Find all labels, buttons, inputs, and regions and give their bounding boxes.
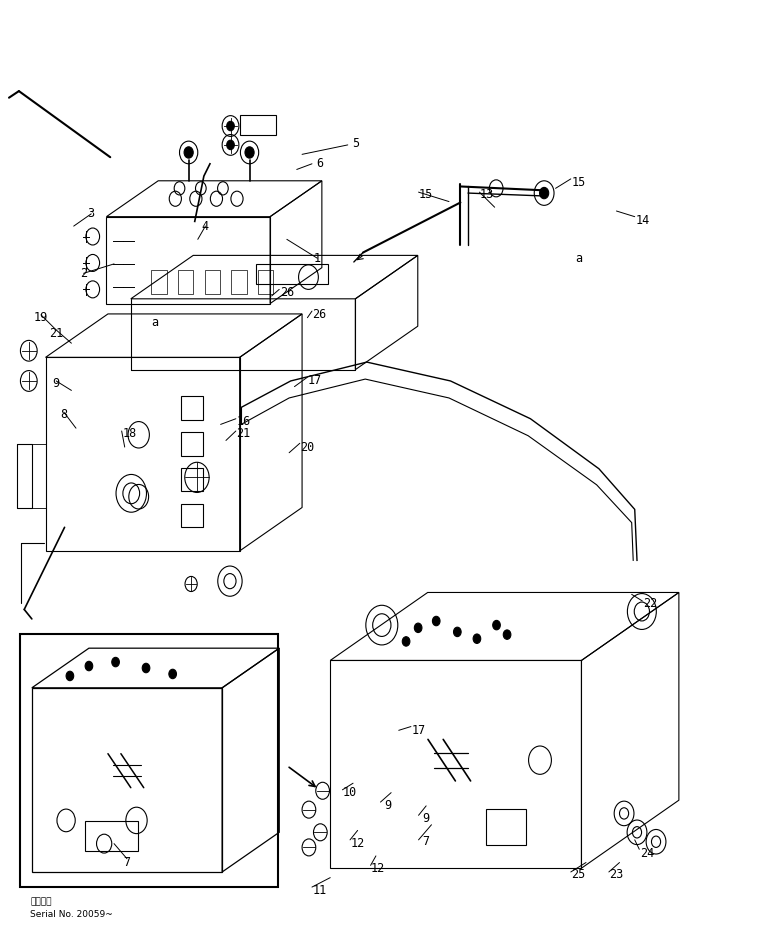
- Bar: [17, 444, 32, 509]
- Bar: [181, 432, 202, 456]
- Text: 17: 17: [411, 724, 426, 737]
- Circle shape: [414, 623, 422, 633]
- Text: 9: 9: [53, 377, 60, 390]
- Text: 23: 23: [610, 868, 623, 882]
- Bar: [85, 821, 138, 851]
- Bar: [205, 270, 220, 294]
- Text: Serial No. 20059~: Serial No. 20059~: [31, 910, 113, 919]
- Bar: [486, 809, 526, 845]
- Text: a: a: [575, 252, 582, 265]
- Text: 17: 17: [308, 374, 322, 387]
- Text: 11: 11: [312, 884, 327, 898]
- Text: 21: 21: [49, 328, 63, 340]
- Bar: [181, 504, 202, 527]
- Circle shape: [539, 188, 549, 199]
- Text: 19: 19: [34, 312, 48, 324]
- Text: a: a: [151, 316, 159, 329]
- Circle shape: [403, 636, 410, 646]
- Bar: [258, 270, 274, 294]
- Text: 5: 5: [351, 136, 359, 150]
- Circle shape: [245, 147, 254, 158]
- Text: 3: 3: [88, 207, 95, 221]
- Circle shape: [432, 616, 440, 626]
- Text: 10: 10: [343, 786, 357, 799]
- Circle shape: [493, 620, 500, 630]
- Text: 12: 12: [351, 837, 364, 850]
- Circle shape: [454, 627, 461, 636]
- Circle shape: [169, 670, 176, 679]
- Bar: [231, 270, 247, 294]
- Bar: [181, 396, 202, 420]
- Bar: [178, 270, 193, 294]
- Circle shape: [503, 630, 511, 639]
- Bar: [151, 270, 167, 294]
- Text: 9: 9: [384, 799, 392, 813]
- Text: 7: 7: [422, 835, 429, 849]
- Text: 26: 26: [280, 286, 294, 298]
- Text: 4: 4: [202, 220, 209, 233]
- Bar: [240, 115, 277, 135]
- Circle shape: [227, 140, 235, 150]
- Circle shape: [184, 147, 193, 158]
- Circle shape: [85, 661, 92, 670]
- Text: 6: 6: [316, 157, 323, 170]
- Text: 25: 25: [571, 868, 585, 882]
- Text: 7: 7: [124, 856, 131, 869]
- Circle shape: [112, 657, 119, 667]
- Text: 21: 21: [236, 427, 251, 440]
- Text: 8: 8: [60, 408, 67, 421]
- Text: 1: 1: [314, 252, 321, 265]
- Circle shape: [66, 671, 73, 681]
- Text: 通用号機: 通用号機: [31, 898, 52, 906]
- Text: 20: 20: [300, 440, 315, 454]
- Circle shape: [227, 121, 235, 131]
- Text: 2: 2: [80, 267, 87, 279]
- Text: 18: 18: [122, 427, 137, 440]
- Text: 14: 14: [635, 214, 649, 227]
- Circle shape: [142, 663, 150, 672]
- Text: 22: 22: [643, 598, 657, 610]
- Text: 15: 15: [419, 188, 433, 202]
- Circle shape: [473, 634, 481, 643]
- Bar: [21, 634, 277, 887]
- Bar: [181, 468, 202, 491]
- Text: 9: 9: [422, 812, 429, 825]
- Text: 13: 13: [480, 188, 494, 202]
- Text: 12: 12: [371, 862, 385, 875]
- Text: 15: 15: [571, 176, 585, 189]
- Text: 16: 16: [236, 415, 251, 428]
- Text: 26: 26: [312, 309, 327, 321]
- Bar: [256, 264, 328, 283]
- Text: 24: 24: [639, 847, 654, 860]
